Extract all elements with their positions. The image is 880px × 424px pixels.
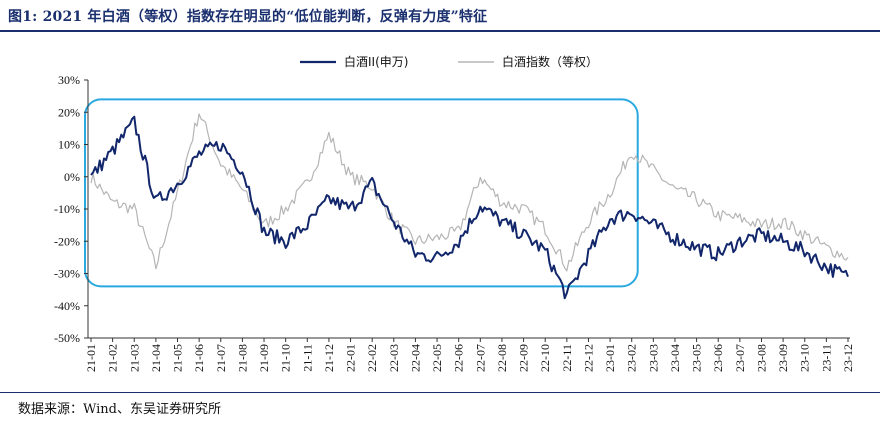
x-tick-label: 22-05 [430, 344, 444, 372]
x-tick-label: 23-06 [711, 344, 725, 372]
figure-title: 图1: 2021 年白酒（等权）指数存在明显的“低位能判断，反弹有力度”特征 [8, 9, 488, 25]
x-tick-label: 23-11 [819, 344, 833, 372]
x-tick-label: 22-03 [387, 344, 401, 372]
y-tick-label: -10% [54, 202, 80, 216]
x-tick-label: 21-12 [322, 344, 336, 372]
x-tick-label: 23-01 [603, 344, 617, 372]
x-tick-label: 23-07 [733, 344, 747, 372]
x-tick-label: 21-08 [235, 344, 249, 372]
x-tick-label: 22-08 [495, 344, 509, 372]
y-tick-label: -20% [54, 234, 80, 248]
x-tick-label: 21-01 [84, 344, 98, 372]
y-tick-label: 10% [58, 138, 80, 152]
x-tick-label: 21-07 [214, 344, 228, 372]
x-tick-label: 23-09 [776, 344, 790, 372]
footer-rule [0, 392, 880, 393]
x-tick-label: 21-04 [149, 344, 163, 372]
x-tick-label: 21-11 [300, 344, 314, 372]
series-line-2 [90, 113, 849, 272]
x-tick-label: 23-05 [690, 344, 704, 372]
highlight-box [84, 98, 639, 288]
x-tick-label: 22-09 [517, 344, 531, 372]
x-tick-label: 23-12 [841, 344, 855, 372]
y-tick-label: -40% [54, 299, 80, 313]
x-tick-label: 23-03 [646, 344, 660, 372]
x-tick-label: 23-10 [798, 344, 812, 372]
legend-label-series-2: 白酒指数（等权） [502, 54, 598, 69]
y-tick-label: -30% [54, 267, 80, 281]
y-tick-label: 20% [58, 105, 80, 119]
x-tick-label: 21-06 [192, 344, 206, 372]
x-tick-label: 21-05 [171, 344, 185, 372]
legend-label-series-1: 白酒II(申万) [344, 54, 408, 69]
x-tick-label: 23-02 [625, 344, 639, 372]
x-tick-label: 22-07 [473, 344, 487, 372]
y-tick-label: -50% [54, 331, 80, 345]
data-source-note: 数据来源：Wind、东吴证券研究所 [18, 402, 221, 417]
x-tick-label: 22-04 [408, 344, 422, 372]
title-rule [0, 30, 880, 32]
y-tick-label: 30% [58, 73, 80, 87]
x-tick-label: 21-03 [127, 344, 141, 372]
x-tick-label: 22-06 [452, 344, 466, 372]
x-tick-label: 22-11 [560, 344, 574, 372]
series-line-1 [90, 115, 849, 300]
x-tick-label: 22-01 [344, 344, 358, 372]
x-tick-label: 21-02 [106, 344, 120, 372]
x-tick-label: 22-02 [365, 344, 379, 372]
x-tick-label: 23-04 [668, 344, 682, 372]
y-tick-label: 0% [64, 170, 80, 184]
x-tick-label: 22-10 [538, 344, 552, 372]
x-tick-label: 23-08 [754, 344, 768, 372]
x-tick-label: 21-09 [257, 344, 271, 372]
x-tick-label: 21-10 [279, 344, 293, 372]
x-tick-label: 22-12 [581, 344, 595, 372]
